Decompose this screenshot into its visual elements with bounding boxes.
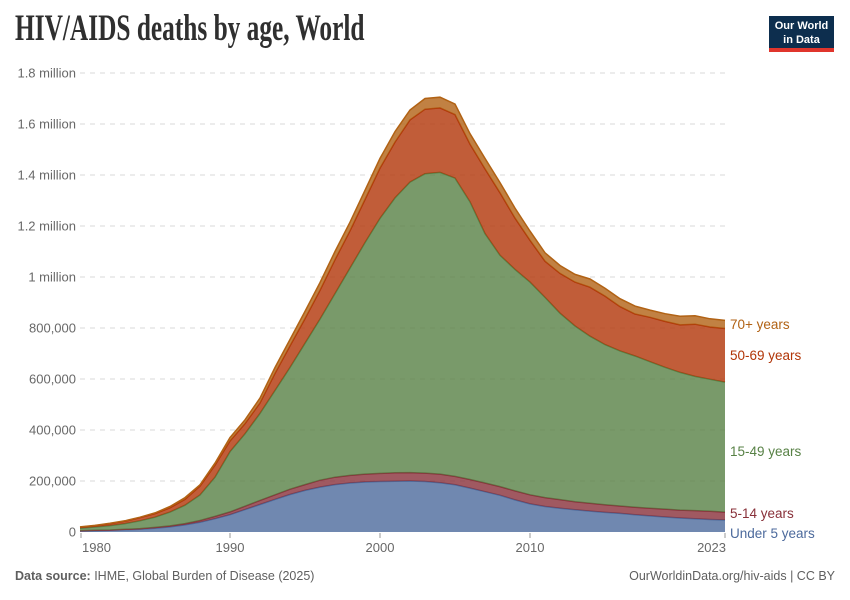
svg-text:15-49 years: 15-49 years (730, 444, 802, 459)
svg-text:200,000: 200,000 (29, 474, 76, 489)
svg-text:1.8 million: 1.8 million (17, 66, 76, 81)
svg-text:Under 5 years: Under 5 years (730, 526, 815, 541)
svg-text:1.2 million: 1.2 million (17, 219, 76, 234)
svg-text:400,000: 400,000 (29, 423, 76, 438)
svg-text:2000: 2000 (366, 540, 395, 555)
svg-text:1990: 1990 (216, 540, 245, 555)
svg-text:1.4 million: 1.4 million (17, 168, 76, 183)
svg-text:2023: 2023 (697, 540, 726, 555)
svg-text:2010: 2010 (516, 540, 545, 555)
svg-text:5-14 years: 5-14 years (730, 506, 794, 521)
svg-text:50-69 years: 50-69 years (730, 348, 802, 363)
svg-text:1 million: 1 million (28, 270, 76, 285)
svg-text:1980: 1980 (82, 540, 111, 555)
svg-text:70+ years: 70+ years (730, 317, 790, 332)
svg-text:1.6 million: 1.6 million (17, 117, 76, 132)
svg-text:0: 0 (69, 525, 76, 540)
svg-text:800,000: 800,000 (29, 321, 76, 336)
svg-text:600,000: 600,000 (29, 372, 76, 387)
